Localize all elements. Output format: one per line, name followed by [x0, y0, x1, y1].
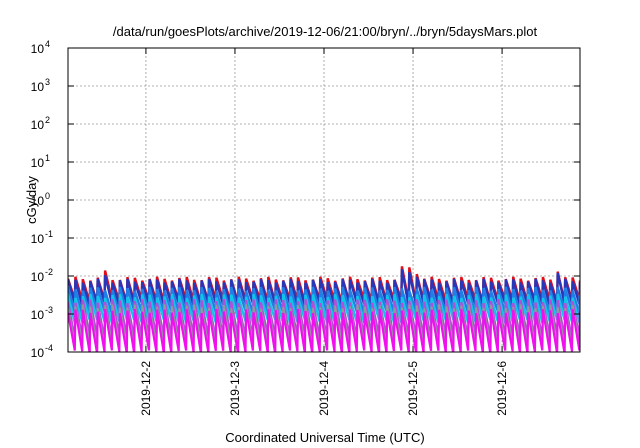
- y-tick-exponent: -3: [45, 305, 53, 315]
- y-tick-exponent: 3: [45, 77, 50, 87]
- x-axis-label: Coordinated Universal Time (UTC): [225, 430, 424, 445]
- y-tick-label: 10: [31, 42, 45, 56]
- y-tick-exponent: -4: [45, 343, 53, 353]
- y-axis-label: cGy/day: [24, 176, 39, 224]
- x-tick-label: 2019-12-3: [228, 361, 242, 416]
- chart-title: /data/run/goesPlots/archive/2019-12-06/2…: [113, 24, 538, 39]
- y-tick-exponent: -1: [45, 229, 53, 239]
- y-tick-exponent: 4: [45, 39, 50, 49]
- y-tick-label: 10: [31, 156, 45, 170]
- series-layer: [68, 266, 580, 352]
- x-tick-label: 2019-12-6: [495, 361, 509, 416]
- y-tick-label: 10: [31, 118, 45, 132]
- series-group: [68, 266, 580, 352]
- y-tick-label: 10: [31, 308, 45, 322]
- y-tick-label: 10: [31, 346, 45, 360]
- y-tick-exponent: 1: [45, 153, 50, 163]
- series-line: [68, 308, 580, 352]
- y-tick-exponent: 0: [45, 191, 50, 201]
- x-tick-label: 2019-12-5: [406, 361, 420, 416]
- x-tick-label: 2019-12-4: [317, 361, 331, 416]
- plot-frame: [67, 47, 581, 353]
- y-tick-label: 10: [31, 194, 45, 208]
- y-tick-exponent: -2: [45, 267, 53, 277]
- y-tick-label: 10: [31, 80, 45, 94]
- x-tick-label: 2019-12-2: [139, 361, 153, 416]
- y-tick-exponent: 2: [45, 115, 50, 125]
- y-tick-label: 10: [31, 232, 45, 246]
- y-tick-label: 10: [31, 270, 45, 284]
